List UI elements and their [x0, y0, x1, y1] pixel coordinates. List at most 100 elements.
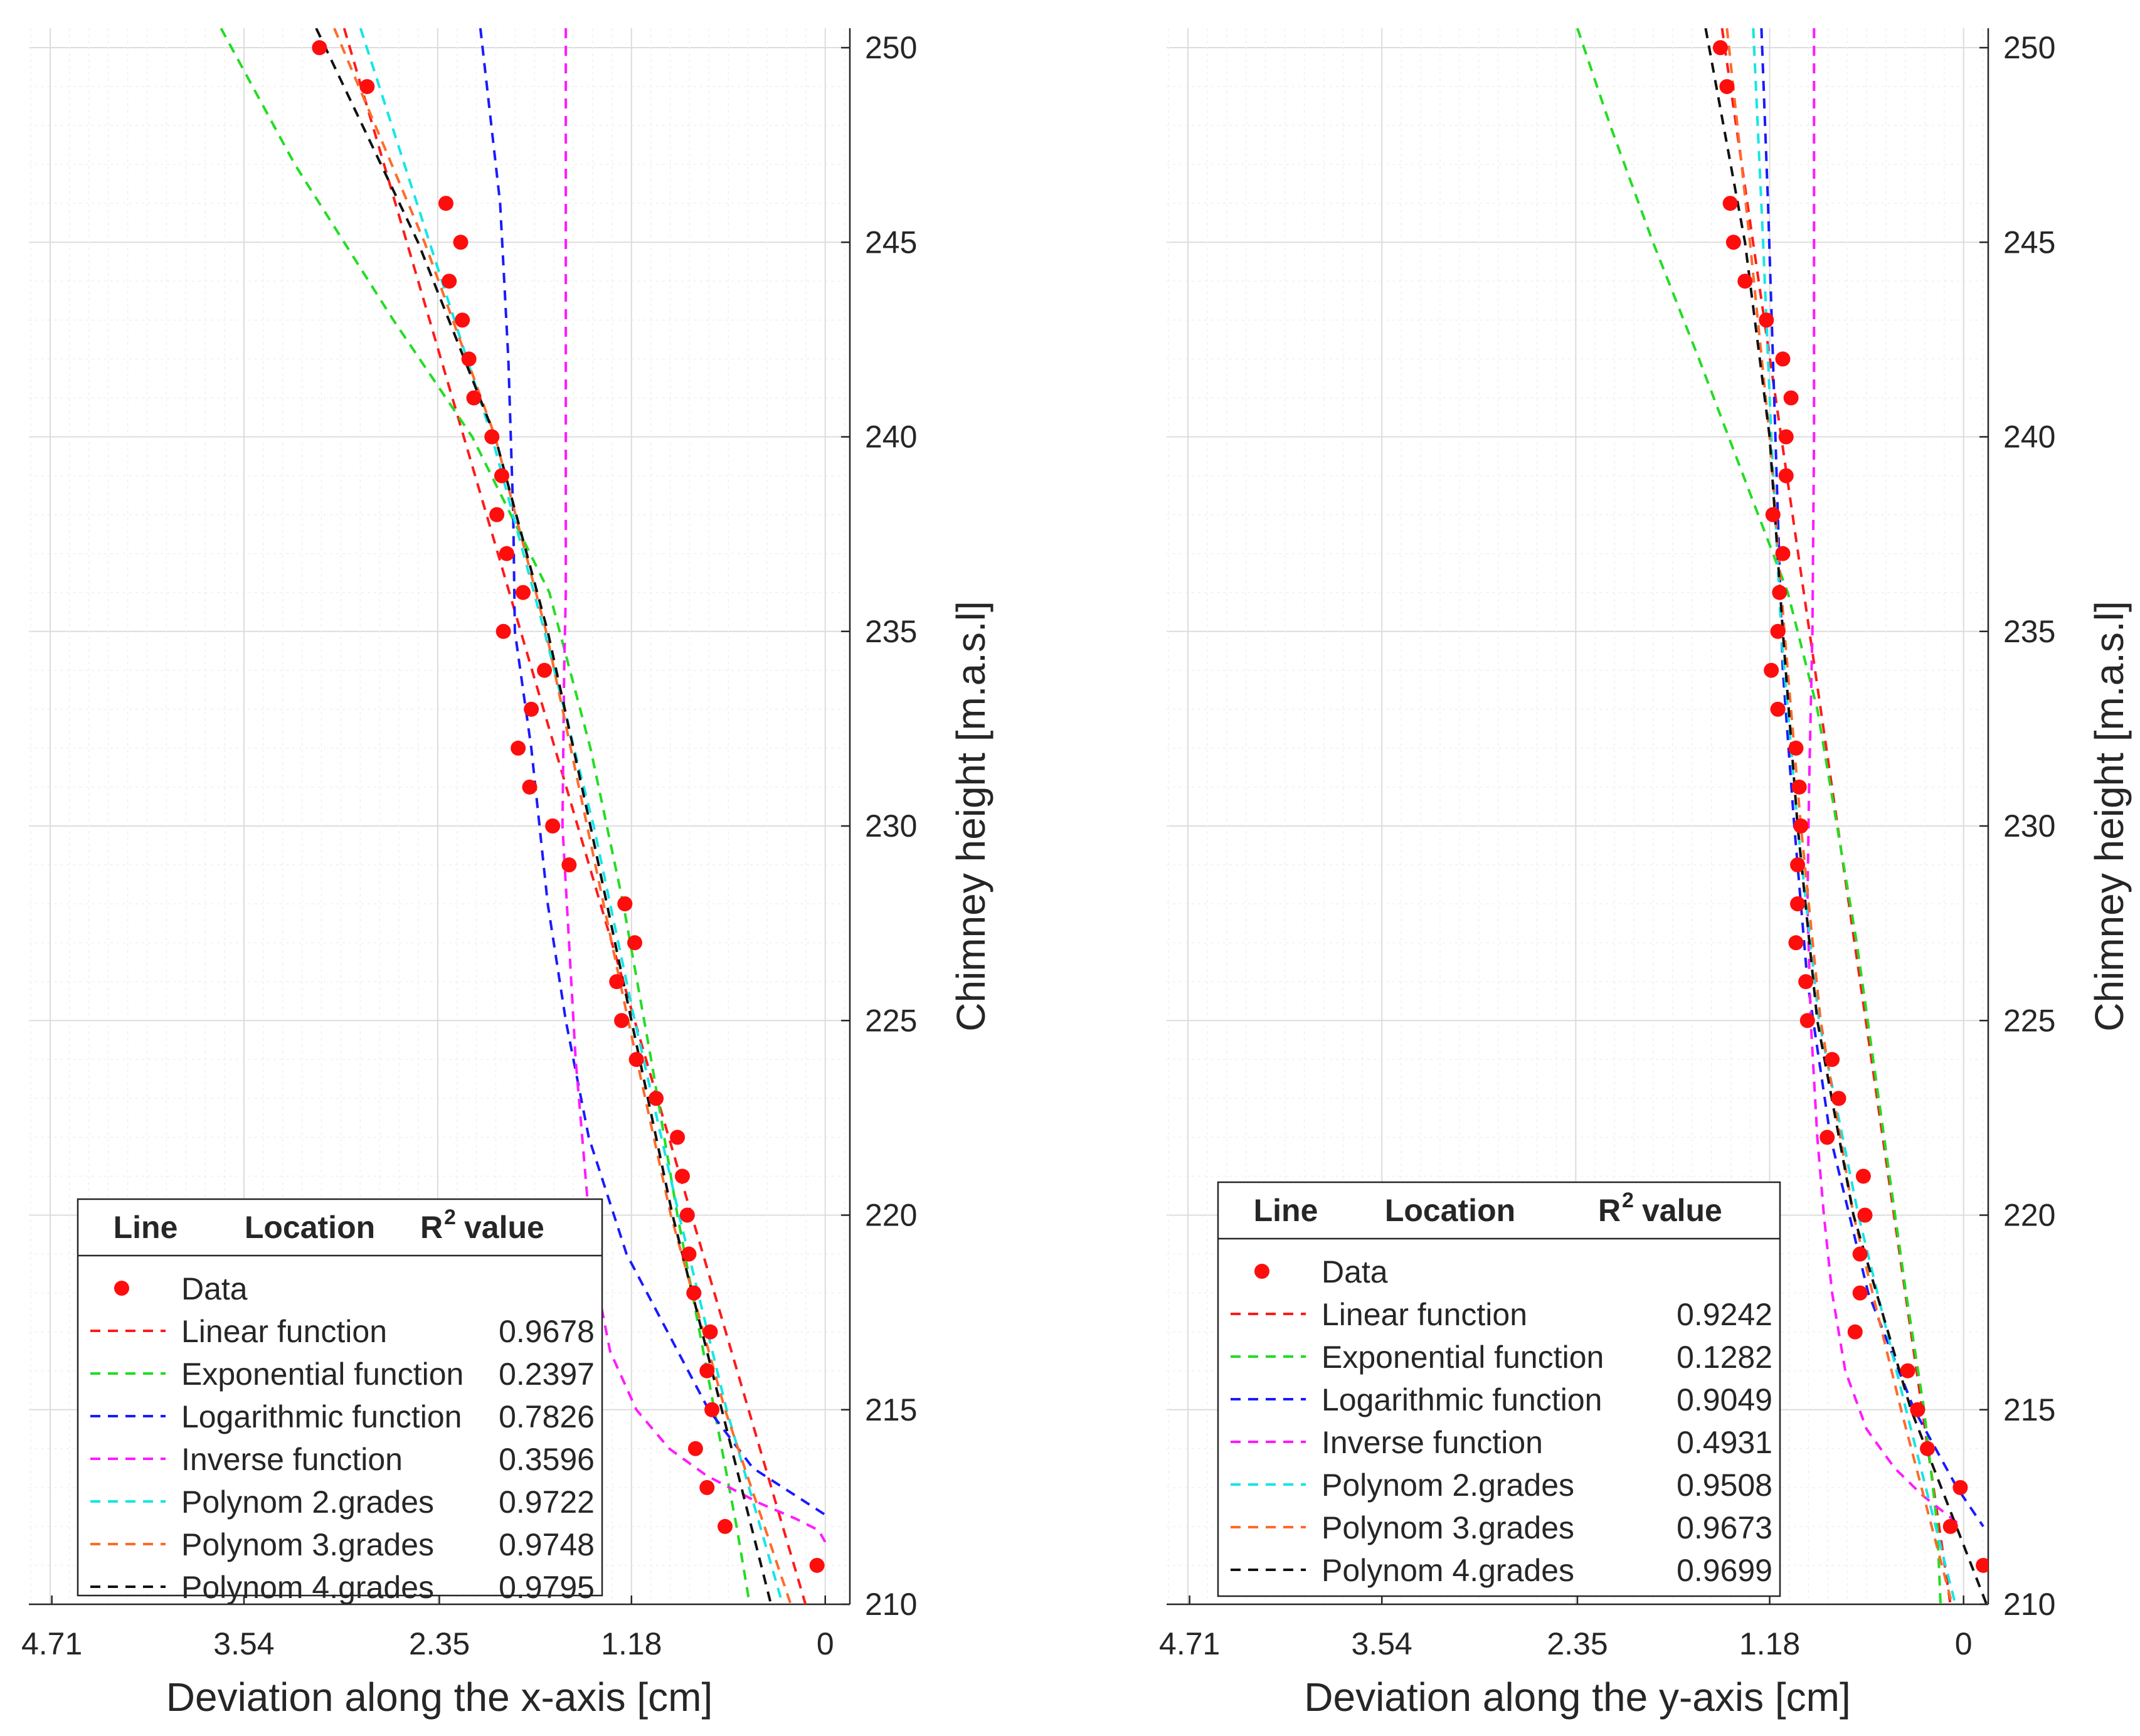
data-point — [537, 662, 553, 678]
fit-line — [220, 28, 751, 1604]
legend-r2-value: 0.9049 — [1677, 1382, 1772, 1417]
y-tick-label: 250 — [2003, 30, 2055, 65]
data-point — [1788, 740, 1804, 756]
fit-line — [333, 28, 792, 1604]
legend-label: Polynom 4.grades — [181, 1570, 434, 1605]
legend-r2-value: 0.3596 — [499, 1442, 595, 1477]
data-point — [461, 351, 477, 367]
data-point — [1772, 585, 1788, 600]
fit-line — [315, 28, 773, 1604]
data-point — [466, 390, 482, 406]
x-axis-label: Deviation along the x-axis [cm] — [166, 1675, 713, 1720]
fit-curves — [220, 28, 827, 1604]
data-point — [1778, 429, 1794, 445]
legend-box — [77, 1198, 603, 1597]
fit-line — [479, 28, 826, 1516]
fit-line — [1704, 28, 1988, 1604]
data-point — [1737, 273, 1753, 289]
data-point — [1952, 1479, 1968, 1495]
legend-marker-data — [1254, 1264, 1269, 1279]
legend-label-data: Data — [1322, 1254, 1388, 1289]
legend-r2-value: 0.2397 — [499, 1357, 595, 1392]
data-point — [1783, 390, 1799, 406]
data-point — [1852, 1246, 1868, 1262]
data-point — [1799, 1013, 1815, 1029]
y-tick-label: 235 — [865, 614, 917, 649]
x-tick-label: 0 — [1955, 1626, 1973, 1661]
data-point — [809, 1557, 825, 1573]
data-point — [511, 740, 526, 756]
panel-x-deviation: 210 215 220 225 230 235 240 245 250 4.71 3.54 2.35 1… — [21, 28, 993, 1720]
y-tick-label: 210 — [865, 1587, 917, 1622]
legend-label: Linear function — [1322, 1297, 1527, 1332]
legend-marker-data — [114, 1281, 129, 1296]
data-point — [628, 1052, 644, 1067]
data-point — [702, 1324, 718, 1340]
data-point — [617, 896, 633, 912]
legend-label: Logarithmic function — [181, 1399, 462, 1434]
data-point — [494, 468, 509, 484]
legend-r2-value: 0.4931 — [1677, 1425, 1772, 1460]
legend-label: Exponential function — [1322, 1340, 1604, 1375]
x-tick-label: 4.71 — [1159, 1626, 1220, 1661]
data-point — [1719, 79, 1735, 95]
data-point — [1765, 507, 1781, 522]
legend-header-superscript: 2 — [1622, 1188, 1634, 1212]
legend-r2-value: 0.9699 — [1677, 1553, 1772, 1588]
data-point — [1788, 935, 1804, 951]
data-point — [522, 779, 538, 795]
legend-box — [1217, 1181, 1781, 1597]
x-tick-label: 2.35 — [1547, 1626, 1608, 1661]
data-point — [1976, 1557, 1988, 1573]
y-tick-label: 225 — [2003, 1003, 2055, 1038]
data-point — [687, 1441, 703, 1456]
data-points — [1712, 40, 1988, 1573]
y-tick-label: 230 — [865, 808, 917, 844]
fit-line — [1760, 28, 1984, 1528]
legend-label: Inverse function — [181, 1442, 403, 1477]
x-axis-label: Deviation along the y-axis [cm] — [1304, 1675, 1851, 1720]
data-point — [1793, 818, 1809, 834]
legend: Line Location R 2 value Data Linear function 0.… — [77, 1198, 603, 1605]
legend-label: Inverse function — [1322, 1425, 1543, 1460]
data-point — [1831, 1091, 1846, 1106]
data-point — [1857, 1207, 1873, 1223]
legend-header-value: value — [1642, 1193, 1722, 1228]
y-tick-label: 245 — [865, 225, 917, 260]
data-point — [1770, 623, 1786, 639]
fit-line — [561, 28, 827, 1543]
data-point — [704, 1402, 720, 1417]
data-point — [1790, 896, 1806, 912]
y-tick-label: 245 — [2003, 225, 2055, 260]
y-tick-label: 215 — [865, 1392, 917, 1427]
data-point — [1764, 662, 1779, 678]
data-point — [1825, 1052, 1840, 1067]
data-point — [1820, 1130, 1835, 1145]
legend-r2-value: 0.9678 — [499, 1314, 595, 1349]
data-point — [1778, 468, 1794, 484]
data-point — [670, 1130, 686, 1145]
data-point — [1798, 974, 1814, 990]
data-point — [614, 1013, 630, 1029]
legend-r2-value: 0.1282 — [1677, 1340, 1772, 1375]
data-point — [718, 1518, 733, 1534]
data-point — [561, 857, 577, 873]
legend-header-line: Line — [1254, 1193, 1318, 1228]
data-point — [438, 196, 453, 211]
data-point — [495, 623, 511, 639]
data-point — [1725, 235, 1741, 250]
data-point — [453, 235, 469, 250]
data-point — [679, 1207, 695, 1223]
legend-label: Polynom 2.grades — [181, 1485, 434, 1520]
data-point — [627, 935, 643, 951]
x-tick-label: 1.18 — [601, 1626, 662, 1661]
data-point — [1775, 351, 1791, 367]
data-point — [674, 1168, 690, 1184]
legend-header-line: Line — [114, 1210, 178, 1245]
x-tick-label: 2.35 — [409, 1626, 470, 1661]
data-point — [686, 1285, 702, 1301]
legend-label: Polynom 3.grades — [1322, 1510, 1574, 1545]
x-tick-label: 3.54 — [213, 1626, 274, 1661]
y-axis-label: Chimney height [m.a.s.l] — [948, 601, 993, 1032]
